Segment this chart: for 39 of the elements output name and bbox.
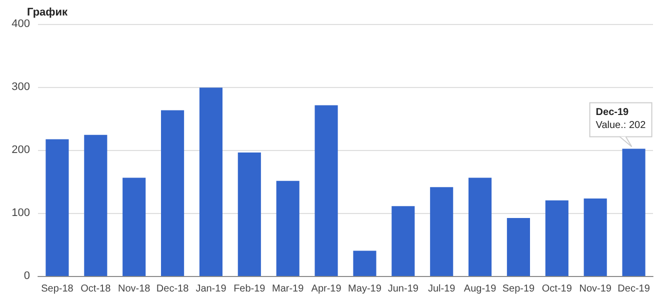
x-tick-label: Jul-19: [428, 284, 456, 294]
bar: [622, 148, 646, 276]
x-tick-label: Jan-19: [196, 284, 227, 294]
chart-title: График: [27, 6, 68, 18]
x-tick-label: May-19: [348, 284, 382, 294]
bar: [314, 105, 338, 276]
y-tick-label: 400: [12, 18, 30, 30]
x-tick-label: Dec-18: [156, 284, 190, 294]
bar: [430, 187, 454, 276]
bar: [84, 134, 108, 276]
bar: [199, 88, 222, 276]
bar: [46, 139, 69, 276]
x-tick-label: Nov-18: [118, 284, 151, 294]
y-tick-label: 100: [12, 207, 30, 219]
x-tick-label: Nov-19: [579, 284, 612, 294]
x-tick-label: Apr-19: [311, 284, 342, 294]
x-tick-label: Mar-19: [272, 284, 304, 294]
bar: [506, 218, 530, 276]
x-tick-label: Jun-19: [388, 284, 419, 294]
x-tick-label: Oct-19: [542, 284, 572, 294]
x-tick-label: Dec-19: [618, 284, 650, 294]
bar: [238, 152, 261, 276]
bar: [392, 206, 415, 276]
x-tick-label: Oct-18: [80, 284, 112, 294]
x-tick-label: Sep-19: [502, 284, 536, 294]
x-tick-label: Aug-19: [464, 284, 497, 294]
y-tick-label: 300: [12, 81, 30, 93]
annotation: Dec-19 Value.: 202: [596, 107, 646, 132]
bar: [353, 250, 376, 276]
bar: [276, 180, 300, 276]
y-tick-label: 200: [12, 144, 30, 156]
y-tick-label: 0: [24, 270, 30, 282]
bar: [545, 200, 568, 276]
bar: [584, 198, 607, 276]
bar: [122, 178, 146, 276]
bar: [161, 110, 184, 276]
x-tick-label: Feb-19: [234, 284, 266, 294]
bar: [468, 178, 492, 276]
x-tick-label: Sep-18: [41, 284, 74, 294]
